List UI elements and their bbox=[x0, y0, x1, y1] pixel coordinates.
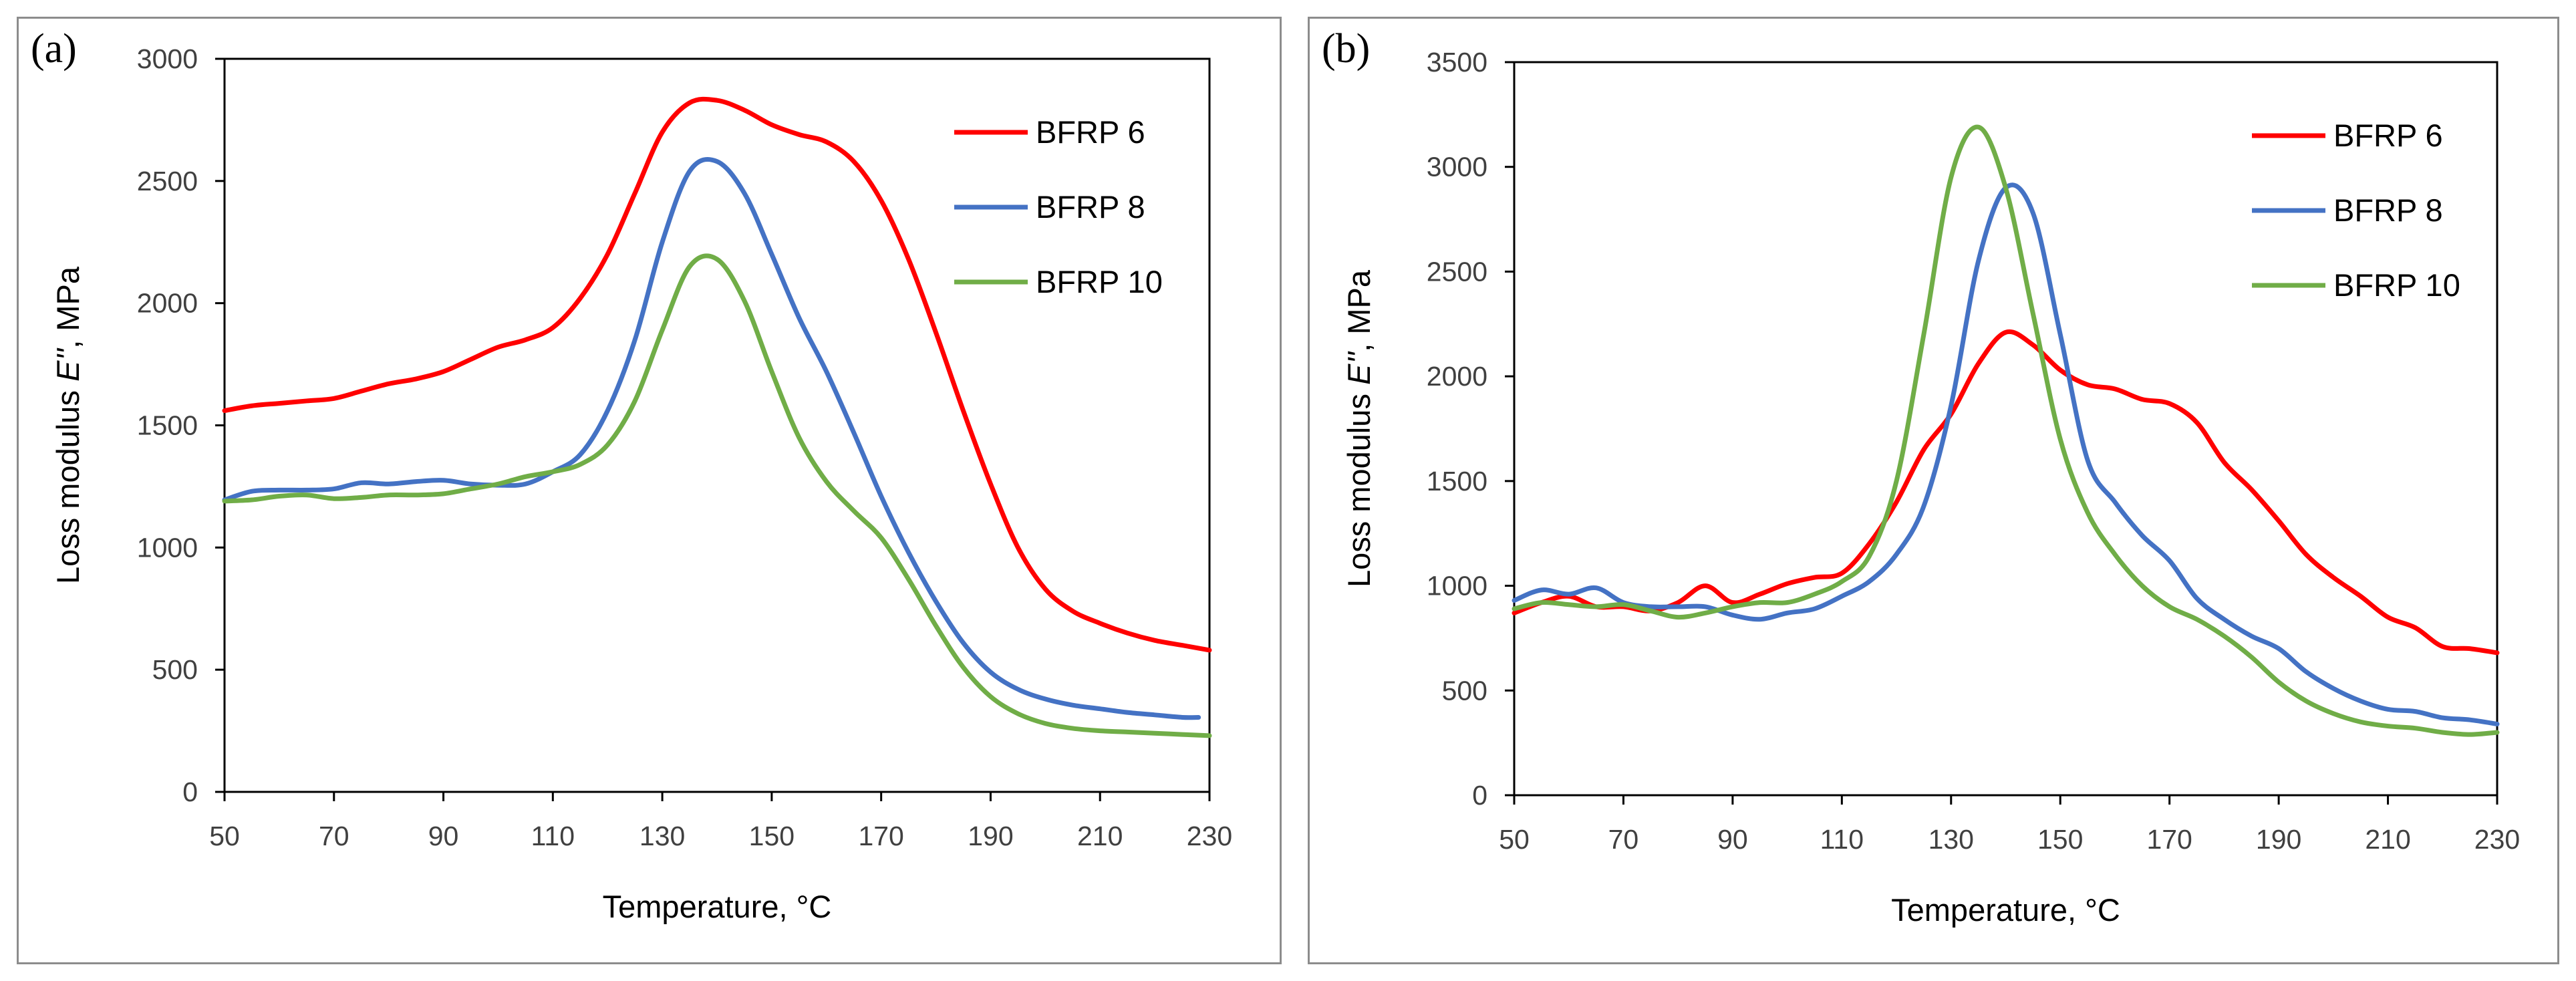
chart-b-y-tick-label: 0 bbox=[1472, 780, 1487, 811]
chart-panel-b: 0 500 1000 1500 2000 2500 3000 3500 50 70 90 110 130… bbox=[1308, 17, 2559, 964]
chart-a-legend-label-bfrp-6: BFRP 6 bbox=[1036, 114, 1145, 150]
chart-a-x-tick-label: 70 bbox=[319, 821, 349, 851]
chart-a-y-axis-title-prefix: Loss modulus bbox=[50, 382, 86, 584]
chart-b-y-axis-title-prefix: Loss modulus bbox=[1341, 385, 1377, 587]
chart-b-legend-label-bfrp-10: BFRP 10 bbox=[2333, 267, 2460, 303]
chart-a-x-tick-label: 90 bbox=[428, 821, 459, 851]
chart-a-x-tick-label: 190 bbox=[968, 821, 1013, 851]
chart-b-y-tick-label: 1000 bbox=[1427, 571, 1487, 601]
chart-a-y-tick-label: 1000 bbox=[137, 532, 198, 563]
chart-a-y-tick-label: 1500 bbox=[137, 410, 198, 441]
chart-a-x-tick-label: 170 bbox=[858, 821, 903, 851]
chart-b-plot-frame bbox=[1513, 61, 2498, 797]
chart-b-svg: 0 500 1000 1500 2000 2500 3000 3500 50 70 90 110 130… bbox=[1322, 26, 2520, 928]
chart-a-y-axis-title: Loss modulus E'', MPa bbox=[50, 266, 86, 584]
chart-b-x-tick-label: 70 bbox=[1608, 824, 1639, 855]
chart-a-legend-label-bfrp-8: BFRP 8 bbox=[1036, 189, 1145, 225]
chart-b-x-tick-label: 110 bbox=[1820, 824, 1864, 855]
chart-b-x-tick-label: 130 bbox=[1928, 824, 1974, 855]
chart-b-x-tick-label: 190 bbox=[2256, 824, 2301, 855]
chart-a-y-tick-label: 0 bbox=[182, 777, 198, 807]
chart-b-y-tick-label: 500 bbox=[1442, 675, 1487, 706]
chart-b-y-tick-label: 2500 bbox=[1427, 256, 1487, 287]
chart-a-x-axis-title: Temperature, °C bbox=[603, 889, 832, 924]
chart-b-x-tick-label: 170 bbox=[2146, 824, 2192, 855]
chart-b-y-axis-title-symbol: E'' bbox=[1341, 351, 1377, 385]
chart-b-y-axis-title: Loss modulus E'', MPa bbox=[1341, 269, 1377, 587]
chart-a-y-tick-label: 500 bbox=[152, 654, 198, 685]
chart-b-x-tick-label: 50 bbox=[1499, 824, 1530, 855]
chart-b-y-tick-label: 1500 bbox=[1427, 466, 1487, 497]
chart-a-y-tick-label: 3000 bbox=[137, 43, 198, 74]
chart-a-y-axis-title-symbol: E'' bbox=[50, 347, 86, 382]
chart-b-x-axis-title: Temperature, °C bbox=[1891, 892, 2120, 928]
chart-b-series-line-bfrp-6 bbox=[1512, 329, 2500, 656]
chart-a-svg: 0 500 1000 1500 2000 2500 3000 50 70 90 110 130 150 1… bbox=[31, 26, 1232, 924]
chart-a-series-line-bfrp-10 bbox=[222, 253, 1212, 738]
chart-b-x-tick-label: 210 bbox=[2365, 824, 2410, 855]
chart-b-y-tick-label: 2000 bbox=[1427, 361, 1487, 392]
chart-b-series-line-bfrp-10 bbox=[1512, 124, 2500, 737]
chart-b-x-tick-label: 90 bbox=[1717, 824, 1748, 855]
chart-b-x-tick-label: 150 bbox=[2037, 824, 2083, 855]
chart-b-y-axis-title-suffix: , MPa bbox=[1341, 269, 1377, 352]
chart-b-legend-label-bfrp-8: BFRP 8 bbox=[2333, 192, 2443, 228]
chart-b-x-tick-label: 230 bbox=[2474, 824, 2520, 855]
chart-a-x-tick-label: 110 bbox=[531, 821, 575, 851]
chart-a-x-tick-label: 230 bbox=[1187, 821, 1232, 851]
chart-a-legend-label-bfrp-10: BFRP 10 bbox=[1036, 264, 1163, 299]
chart-b-panel-label: (b) bbox=[1322, 26, 1370, 72]
chart-b-y-tick-label: 3000 bbox=[1427, 152, 1487, 182]
chart-a-y-tick-label: 2500 bbox=[137, 166, 198, 196]
chart-a-x-tick-label: 50 bbox=[209, 821, 240, 851]
chart-a-y-axis-title-suffix: , MPa bbox=[50, 266, 86, 349]
chart-b-y-tick-label: 3500 bbox=[1427, 47, 1487, 78]
chart-a-plot-frame bbox=[223, 57, 1211, 793]
chart-b-series-line-bfrp-8 bbox=[1512, 182, 2500, 726]
chart-panel-a: 0 500 1000 1500 2000 2500 3000 50 70 90 110 130 150 1… bbox=[17, 17, 1282, 964]
chart-a-series-line-bfrp-8 bbox=[222, 156, 1201, 720]
chart-a-y-tick-label: 2000 bbox=[137, 288, 198, 319]
chart-a-x-tick-label: 210 bbox=[1077, 821, 1123, 851]
chart-a-series-line-bfrp-6 bbox=[222, 96, 1212, 653]
chart-b-legend-label-bfrp-6: BFRP 6 bbox=[2333, 118, 2443, 153]
chart-a-x-tick-label: 130 bbox=[639, 821, 685, 851]
chart-a-panel-label: (a) bbox=[31, 26, 77, 72]
chart-a-x-tick-label: 150 bbox=[749, 821, 795, 851]
